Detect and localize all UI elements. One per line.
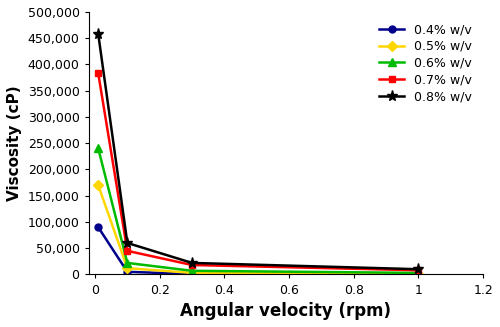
0.6% w/v: [189, 269, 195, 273]
0.6% w/v: [416, 271, 422, 275]
0.7% w/v: [124, 249, 130, 253]
X-axis label: Angular velocity (rpm): Angular velocity (rpm): [180, 302, 392, 320]
0.8% w/v: [189, 261, 195, 265]
0.8% w/v: [416, 267, 422, 271]
Legend: 0.4% w/v, 0.5% w/v, 0.6% w/v, 0.7% w/v, 0.8% w/v: 0.4% w/v, 0.5% w/v, 0.6% w/v, 0.7% w/v, …: [374, 18, 477, 108]
Line: 0.4% w/v: 0.4% w/v: [95, 224, 422, 278]
Line: 0.7% w/v: 0.7% w/v: [95, 70, 422, 274]
0.7% w/v: [189, 263, 195, 267]
0.7% w/v: [95, 71, 101, 75]
0.8% w/v: [95, 32, 101, 36]
0.5% w/v: [416, 272, 422, 276]
0.4% w/v: [124, 270, 130, 274]
0.5% w/v: [124, 266, 130, 270]
Line: 0.8% w/v: 0.8% w/v: [92, 28, 424, 275]
0.5% w/v: [95, 183, 101, 187]
0.4% w/v: [95, 225, 101, 229]
0.8% w/v: [124, 241, 130, 245]
Line: 0.6% w/v: 0.6% w/v: [94, 144, 422, 277]
0.4% w/v: [416, 272, 422, 276]
Y-axis label: Viscosity (cP): Viscosity (cP): [7, 85, 22, 201]
0.6% w/v: [95, 146, 101, 150]
Line: 0.5% w/v: 0.5% w/v: [95, 182, 422, 277]
0.7% w/v: [416, 268, 422, 272]
0.4% w/v: [189, 272, 195, 276]
0.5% w/v: [189, 271, 195, 275]
0.6% w/v: [124, 261, 130, 265]
